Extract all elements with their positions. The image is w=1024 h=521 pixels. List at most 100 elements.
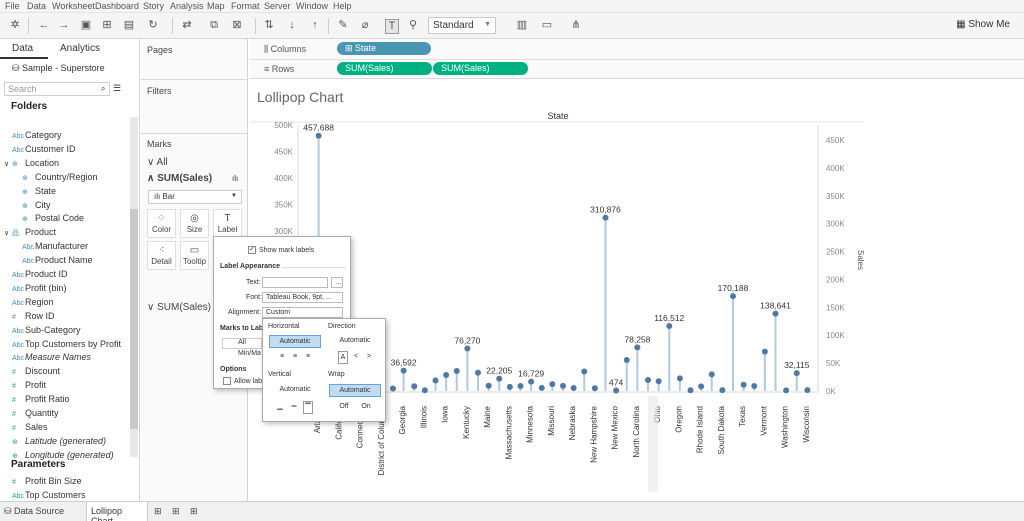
field-measure-names[interactable]: AbcMeasure Names [12,352,91,362]
field-product-name[interactable]: AbcProduct Name [22,255,93,265]
highlight-icon[interactable]: ✎ [338,19,348,31]
clear-sheet-icon[interactable]: ⊠ [232,19,242,31]
undo-icon[interactable]: ← [38,19,50,31]
label-button[interactable]: T Label [213,209,242,238]
field-latitude-generated-[interactable]: ⊕ Latitude (generated) [12,436,106,446]
rows-pill-sales-2[interactable]: SUM(Sales) [433,62,528,75]
parameter-top-customers[interactable]: AbcTop Customers [12,490,86,500]
align-right-icon[interactable]: ≡ [305,353,311,360]
horizontal-automatic-option[interactable]: Automatic [269,335,321,348]
wrap-on-option[interactable]: On [361,403,371,410]
group-icon[interactable]: ⌀ [361,19,369,31]
field-manufacturer[interactable]: AbcManufacturer [22,241,88,251]
direction-up-icon[interactable]: < [353,353,359,360]
allow-labels-option[interactable]: Allow lab [223,377,262,385]
alignment-dropdown[interactable]: Custom [262,307,343,318]
wrap-automatic-option[interactable]: Automatic [329,384,381,397]
swap-rows-columns-icon[interactable]: ⇄ [182,19,192,31]
scrollbar-thumb[interactable] [130,209,138,429]
menu-map[interactable]: Map [207,1,225,11]
marks-all[interactable]: ∨ All [147,157,168,168]
marks-sum-sales[interactable]: ∧ SUM(Sales) [147,173,213,184]
sort-descending-icon[interactable]: ↑ [312,19,318,31]
tab-analytics[interactable]: Analytics [60,43,101,54]
columns-pill-state[interactable]: ⊞ State [337,42,431,55]
menu-worksheet[interactable]: Worksheet [52,1,95,11]
field-top-customers-by-profit[interactable]: AbcTop Customers by Profit [12,339,121,349]
new-datasource-icon[interactable]: ⊞ [102,19,112,31]
tab-data[interactable]: Data [12,43,34,54]
field-region[interactable]: AbcRegion [12,297,54,307]
new-story-icon[interactable]: ⊞ [190,506,198,516]
field-sub-category[interactable]: AbcSub-Category [12,325,81,335]
fix-axes-icon[interactable]: ⚲ [408,19,418,31]
menu-analysis[interactable]: Analysis [170,1,204,11]
swap-icon[interactable]: ⇅ [264,19,274,31]
wrap-off-option[interactable]: Off [339,403,349,410]
label-text-field[interactable] [262,277,328,288]
detail-button[interactable]: ⁖ Detail [147,241,176,270]
checkbox-checked-icon[interactable]: ✓ [248,246,256,254]
show-labels-icon[interactable]: T [385,19,399,34]
align-bottom-icon[interactable]: ▁ [277,403,283,410]
field-sales[interactable]: # Sales [12,422,48,432]
menu-window[interactable]: Window [296,1,329,11]
mark-type-dropdown[interactable]: ılı Bar ▼ [148,190,242,204]
font-dropdown[interactable]: Tableau Book, 9pt, ... [262,292,343,303]
tooltip-button[interactable]: ▭ Tooltip [180,241,209,270]
expand-chevron-icon[interactable]: ∨ [4,160,10,168]
sort-ascending-icon[interactable]: ↓ [289,19,295,31]
field-profit-ratio[interactable]: # Profit Ratio [12,394,70,404]
field-product[interactable]: ∨ 品 Product [4,227,56,238]
menu-file[interactable]: File [5,1,20,11]
field-category[interactable]: AbcCategory [12,130,62,140]
new-sheet-icon[interactable]: ▤ [123,19,135,31]
refresh-icon[interactable]: ↻ [148,19,158,31]
show-mark-labels-option[interactable]: ✓ Show mark labels [248,246,314,254]
field-city[interactable]: ⊕ City [22,200,51,210]
new-worksheet-icon[interactable]: ⊞ [154,506,162,516]
color-button[interactable]: ⁘ Color [147,209,176,238]
checkbox-unchecked-icon[interactable] [223,377,231,385]
datasource-name[interactable]: ⛁ Sample - Superstore [12,63,105,73]
data-source-tab[interactable]: ⛁ Data Source [4,506,65,516]
chart-icon[interactable]: ▥ [516,19,528,31]
share-icon[interactable]: ⋔ [571,19,581,31]
view-options-icon[interactable]: ☰ [113,83,122,93]
menu-help[interactable]: Help [333,1,352,11]
new-dashboard-icon[interactable]: ⊞ [172,506,180,516]
field-country-region[interactable]: ⊕ Country/Region [22,172,98,182]
save-icon[interactable]: ▣ [80,19,92,31]
marks-to-label-minmax[interactable]: Min/Ma [238,350,261,357]
field-discount[interactable]: # Discount [12,366,60,376]
redo-icon[interactable]: → [58,19,70,31]
field-state[interactable]: ⊕ State [22,186,56,196]
menu-dashboard[interactable]: Dashboard [95,1,140,11]
duplicate-sheet-icon[interactable]: ⧉ [210,19,218,31]
field-profit-bin-[interactable]: AbcProfit (bin) [12,283,67,293]
align-center-icon[interactable]: ≡ [292,353,298,360]
label-text-edit-button[interactable]: … [331,277,343,288]
marks-sum-sales-2[interactable]: ∨ SUM(Sales) ... [147,302,223,313]
field-customer-id[interactable]: AbcCustomer ID [12,144,76,154]
marks-to-label-all[interactable]: All [222,338,262,349]
vertical-automatic-option[interactable]: Automatic [279,386,311,393]
field-location[interactable]: ∨ ⊕ Location [4,158,59,168]
sheet-tab-lollipop[interactable]: Lollipop Chart [86,502,148,521]
size-button[interactable]: ◎ Size [180,209,209,238]
fit-dropdown[interactable]: Standard ▼ [428,17,496,34]
expand-chevron-icon[interactable]: ∨ [4,230,10,238]
menu-story[interactable]: Story [143,1,165,11]
field-quantity[interactable]: # Quantity [12,408,59,418]
field-postal-code[interactable]: ⊕ Postal Code [22,213,84,223]
show-me-button[interactable]: ▦ Show Me [956,19,1010,30]
field-profit[interactable]: # Profit [12,380,46,390]
presentation-icon[interactable]: ▭ [541,19,553,31]
direction-down-icon[interactable]: > [366,353,372,360]
align-middle-icon[interactable]: ═ [291,403,297,410]
menu-data[interactable]: Data [27,1,47,11]
field-row-id[interactable]: # Row ID [12,311,55,321]
direction-horizontal-icon[interactable]: A [338,351,348,364]
align-left-icon[interactable]: ≡ [279,353,285,360]
parameter-profit-bin-size[interactable]: # Profit Bin Size [12,476,82,486]
